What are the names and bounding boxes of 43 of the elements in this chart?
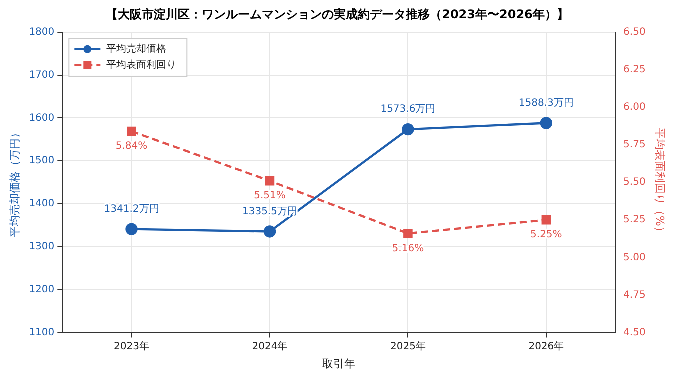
y-tick-label: 1200 bbox=[29, 284, 55, 296]
point bbox=[402, 123, 414, 136]
x-tick-label: 2023年 bbox=[114, 340, 150, 352]
y-tick-label: 1500 bbox=[29, 156, 55, 167]
y2-tick-label: 5.25 bbox=[624, 214, 646, 226]
y2-tick-label: 4.50 bbox=[624, 327, 646, 338]
data-label: 1335.5万円 bbox=[242, 206, 298, 218]
x-tick-label: 2026年 bbox=[528, 340, 564, 352]
y-tick-label: 1300 bbox=[29, 242, 55, 253]
point bbox=[264, 226, 276, 238]
data-label: 5.25% bbox=[530, 230, 562, 241]
point bbox=[540, 117, 553, 130]
x-axis-title: 取引年 bbox=[322, 357, 356, 370]
legend-label: 平均表面利回り bbox=[106, 58, 177, 71]
data-label: 1341.2万円 bbox=[104, 204, 160, 215]
y2-tick-label: 5.50 bbox=[624, 177, 646, 188]
y-tick-label: 1800 bbox=[29, 26, 55, 38]
data-label: 5.51% bbox=[254, 190, 286, 202]
y2-tick-label: 6.00 bbox=[624, 102, 646, 114]
point bbox=[542, 216, 552, 225]
y-tick-label: 1600 bbox=[29, 112, 55, 124]
data-label: 1573.6万円 bbox=[380, 104, 436, 116]
y2-tick-label: 5.00 bbox=[624, 252, 646, 264]
data-label: 5.16% bbox=[392, 243, 424, 254]
chart-title: 【大阪市淀川区：ワンルームマンションの実成約データ推移（2023年〜2026年）】 bbox=[106, 7, 569, 22]
y2-axis-title: 平均表面利回り（%） bbox=[654, 128, 667, 238]
y-tick-label: 1400 bbox=[29, 198, 55, 210]
x-tick-label: 2025年 bbox=[390, 340, 426, 352]
point bbox=[404, 229, 413, 238]
data-label: 1588.3万円 bbox=[518, 98, 574, 109]
y-tick-label: 1100 bbox=[29, 327, 55, 338]
y-tick-label: 1700 bbox=[29, 70, 55, 81]
y2-tick-label: 5.75 bbox=[624, 140, 646, 151]
point bbox=[127, 126, 136, 136]
data-label: 5.84% bbox=[116, 141, 148, 152]
x-tick-label: 2024年 bbox=[252, 340, 288, 352]
y-axis-title: 平均売却価格（万円） bbox=[8, 128, 22, 238]
y2-tick-label: 6.50 bbox=[624, 26, 646, 38]
y2-tick-label: 6.25 bbox=[624, 64, 646, 76]
legend-label: 平均売却価格 bbox=[106, 42, 167, 55]
y2-tick-label: 4.75 bbox=[624, 290, 646, 301]
point bbox=[126, 223, 138, 236]
point bbox=[265, 176, 275, 186]
